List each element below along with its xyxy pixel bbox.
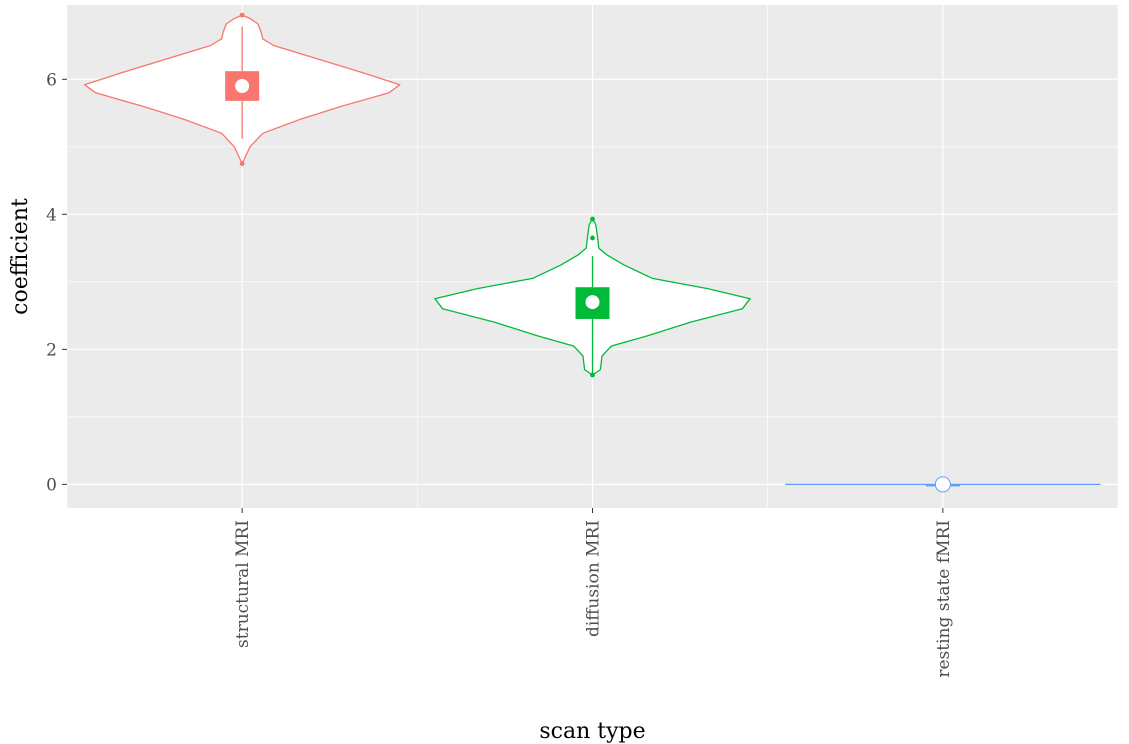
y-tick-label: 0: [46, 475, 57, 495]
y-tick-label: 2: [46, 340, 57, 360]
violin-group: [434, 216, 751, 378]
outlier-point: [590, 216, 595, 222]
y-axis-title: coefficient: [8, 198, 33, 315]
outlier-point: [590, 372, 595, 378]
violin-layer: [83, 12, 1101, 493]
x-tick-label: structural MRI: [233, 520, 253, 648]
median-point: [234, 78, 251, 95]
x-axis-title: scan type: [539, 719, 645, 744]
y-tick-label: 6: [46, 70, 57, 90]
x-tick-label: diffusion MRI: [584, 520, 604, 637]
outlier-point: [590, 235, 595, 241]
median-point: [584, 294, 601, 311]
outlier-point: [239, 12, 245, 18]
outlier-point: [239, 161, 245, 167]
plot-panel: [66, 5, 1119, 508]
x-tick-label: resting state fMRI: [934, 520, 954, 678]
x-axis: structural MRI diffusion MRI resting state…: [233, 508, 954, 678]
violin-group: [83, 12, 401, 167]
y-tick-label: 4: [46, 205, 57, 225]
median-point: [934, 476, 951, 493]
y-axis: 0 2 4 6: [46, 70, 67, 495]
violin-group: [785, 476, 1101, 493]
